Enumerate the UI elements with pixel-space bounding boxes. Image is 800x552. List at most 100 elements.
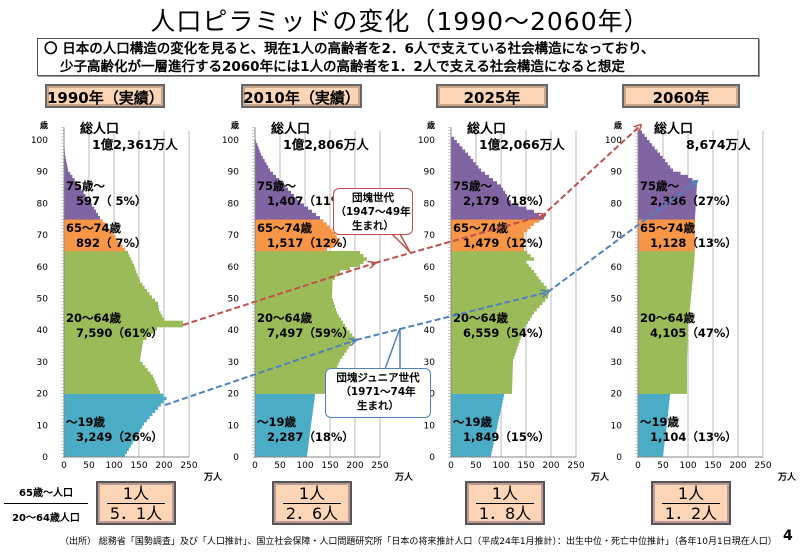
ratio-numerator-label: 65歳～人口 <box>4 484 88 504</box>
y-tick-label: 90 <box>228 168 240 178</box>
y-tick-label: 30 <box>228 358 240 368</box>
age-bar <box>638 368 687 372</box>
age-bar <box>451 212 539 217</box>
age-bar <box>255 212 316 217</box>
age-bar <box>255 447 308 451</box>
age-bar <box>451 330 523 334</box>
group-20-64-label: 20～64歳 <box>257 311 313 325</box>
age-bar <box>638 228 695 233</box>
age-bar <box>638 418 668 423</box>
age-bar <box>255 250 360 255</box>
age-bar <box>64 203 92 207</box>
group-20-64-value: 6,559（54%） <box>463 326 550 340</box>
age-bar <box>451 168 481 172</box>
age-bar <box>255 279 333 283</box>
age-bar <box>451 285 547 290</box>
age-bar <box>255 437 310 442</box>
age-bar <box>638 266 694 271</box>
age-bar <box>255 384 330 388</box>
age-bar <box>451 292 549 296</box>
ratio-numerator: 1人 <box>476 484 534 504</box>
age-bar <box>64 206 94 211</box>
x-tick-label: 0 <box>635 461 641 471</box>
age-bar <box>64 330 154 334</box>
age-bar <box>64 235 116 239</box>
age-bar <box>451 377 513 382</box>
year-label-2010: 2010年（実績） <box>241 84 362 108</box>
age-bar <box>64 336 147 341</box>
age-bar <box>638 222 695 226</box>
y-tick-label: 70 <box>37 231 49 241</box>
group-under19-value: 2,287（18%） <box>267 430 354 444</box>
age-bar <box>255 355 343 360</box>
age-bar <box>255 368 336 372</box>
age-bar <box>255 219 324 223</box>
age-bar <box>255 428 311 432</box>
age-bar <box>64 444 131 448</box>
age-bar <box>451 149 466 153</box>
age-bar <box>638 235 695 239</box>
group-20-64-value: 7,497（59%） <box>267 326 354 340</box>
age-bar <box>638 165 671 169</box>
age-bar <box>64 282 143 287</box>
age-bar <box>638 387 687 391</box>
age-bar <box>638 447 664 451</box>
age-bar <box>64 254 130 258</box>
age-bar <box>451 216 544 220</box>
age-bar <box>64 409 156 413</box>
age-bar <box>255 159 265 163</box>
age-bar <box>638 174 688 179</box>
age-bar <box>64 355 141 360</box>
y-tick-label: 100 <box>605 136 622 146</box>
description-box: 〇 日本の人口構造の変化を見ると、現在1人の高齢者を2．6人で支えている社会構造… <box>37 38 759 76</box>
age-bar <box>255 317 341 321</box>
age-bar <box>255 371 335 375</box>
dankai-arrow <box>374 215 545 264</box>
age-bar <box>255 444 309 448</box>
age-bar <box>255 390 328 394</box>
age-bar <box>638 406 669 410</box>
age-bar <box>638 136 647 141</box>
x-tick-label: 50 <box>83 461 95 471</box>
age-bar <box>451 187 503 192</box>
age-bar <box>64 155 66 160</box>
age-bar <box>64 380 156 385</box>
age-bar <box>451 453 491 458</box>
age-bar <box>451 444 494 448</box>
x-tick-label: 250 <box>754 461 771 471</box>
x-unit-label: 万人 <box>777 471 797 483</box>
y-tick-label: 50 <box>228 295 240 305</box>
age-bar <box>638 393 670 398</box>
age-bar <box>638 295 691 299</box>
age-bar <box>451 276 539 280</box>
group-75plus-value: 597（ 5%） <box>76 194 147 208</box>
age-bar <box>255 231 335 236</box>
age-bar <box>638 342 688 347</box>
age-bar <box>638 285 692 290</box>
age-bar <box>255 295 332 299</box>
age-bar <box>451 384 513 388</box>
age-bar <box>64 247 125 252</box>
age-bar <box>638 450 664 455</box>
age-bar <box>255 450 308 455</box>
age-bar <box>255 162 267 166</box>
age-bar <box>255 323 345 328</box>
age-bar <box>638 133 645 138</box>
age-bar <box>451 222 534 226</box>
callout-line: （1947～49年 <box>335 206 411 218</box>
age-bar <box>451 247 524 252</box>
y-tick-label: 60 <box>424 263 436 273</box>
age-bar <box>64 371 151 375</box>
age-bar <box>638 225 695 230</box>
x-unit-label: 万人 <box>590 471 610 483</box>
age-bar <box>255 263 360 268</box>
age-bar <box>255 228 333 233</box>
age-bar <box>638 263 694 268</box>
age-bar <box>451 298 546 302</box>
age-bar <box>255 320 343 325</box>
age-bar <box>638 140 650 144</box>
age-bar <box>64 288 147 293</box>
age-bar <box>255 260 364 264</box>
age-bar <box>638 311 690 315</box>
age-bar <box>64 396 167 401</box>
